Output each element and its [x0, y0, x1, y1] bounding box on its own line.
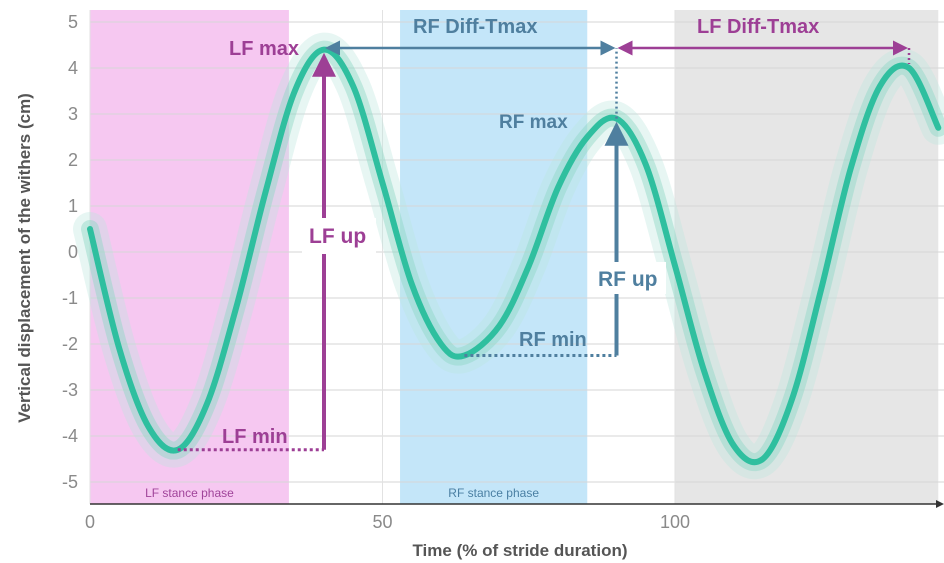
lf-max-label: LF max — [229, 38, 299, 60]
y-tick-label: 3 — [68, 104, 78, 124]
data-point — [818, 286, 824, 292]
y-axis-label: Vertical displacement of the withers (cm… — [15, 93, 34, 423]
data-point — [497, 323, 502, 329]
axes — [90, 500, 944, 508]
series-layer — [87, 46, 942, 466]
data-point — [643, 162, 649, 168]
data-point — [292, 88, 298, 94]
data-point — [438, 341, 444, 347]
y-tick-label: 5 — [68, 12, 78, 32]
data-point — [848, 166, 853, 172]
rf-min-label: RF min — [519, 329, 587, 351]
data-point — [731, 442, 736, 448]
rf-diff-tmax-label: RF Diff-Tmax — [413, 16, 537, 38]
rf-max-label: RF max — [499, 112, 568, 133]
lf-stance-phase-label: LF stance phase — [145, 486, 234, 500]
data-point — [204, 401, 210, 407]
data-point — [263, 189, 268, 195]
rf-stance-phase-label: RF stance phase — [448, 486, 539, 500]
y-tick-label: 4 — [68, 58, 78, 78]
y-tick-label: -5 — [62, 472, 78, 492]
y-tick-label: -1 — [62, 288, 78, 308]
data-point — [526, 263, 532, 269]
rf-up-label-bg — [592, 262, 666, 294]
stance-phase-bands — [90, 10, 939, 504]
lf-up-label-bg — [302, 218, 376, 254]
lf-diff-tmax-label: LF Diff-Tmax — [697, 16, 819, 38]
lf-up-label: LF up — [309, 225, 366, 248]
data-point — [935, 125, 941, 131]
series-line — [87, 46, 942, 466]
x-axis-label: Time (% of stride duration) — [412, 541, 627, 560]
y-tick-label: -3 — [62, 380, 78, 400]
stance-band-1 — [400, 10, 588, 504]
data-point — [584, 134, 590, 140]
annotation-lines — [177, 40, 911, 452]
lf-min-label: LF min — [222, 426, 288, 448]
data-point — [146, 424, 151, 430]
phase-labels: LF stance phase RF stance phase — [145, 486, 539, 500]
y-tick-label: -2 — [62, 334, 78, 354]
stance-band-0 — [90, 10, 289, 504]
x-tick-label: 0 — [85, 512, 95, 532]
data-point — [760, 456, 766, 462]
annotation-labels: LF max LF min LF up RF max RF min RF up … — [222, 16, 819, 448]
y-tick-label: 2 — [68, 150, 78, 170]
x-tick-label: 100 — [660, 512, 690, 532]
data-point — [701, 369, 707, 375]
data-point — [906, 65, 912, 71]
data-point — [789, 396, 795, 402]
y-tick-label: 1 — [68, 196, 78, 216]
data-point — [380, 180, 385, 186]
data-point — [409, 281, 415, 287]
data-point — [116, 346, 122, 352]
x-tick-label: 50 — [372, 512, 392, 532]
x-axis-arrowhead — [936, 500, 944, 508]
y-tick-label: 0 — [68, 242, 78, 262]
data-point — [321, 47, 327, 53]
y-tick-label: -4 — [62, 426, 78, 446]
tick-labels: 5 4 3 2 1 0 -1 -2 -3 -4 -5 0 50 100 — [62, 12, 690, 532]
data-point — [87, 226, 93, 232]
data-point — [672, 263, 678, 269]
data-point — [350, 83, 356, 89]
data-point — [555, 185, 561, 191]
data-point — [877, 83, 883, 89]
data-point — [233, 304, 239, 310]
rf-up-label: RF up — [598, 268, 657, 291]
